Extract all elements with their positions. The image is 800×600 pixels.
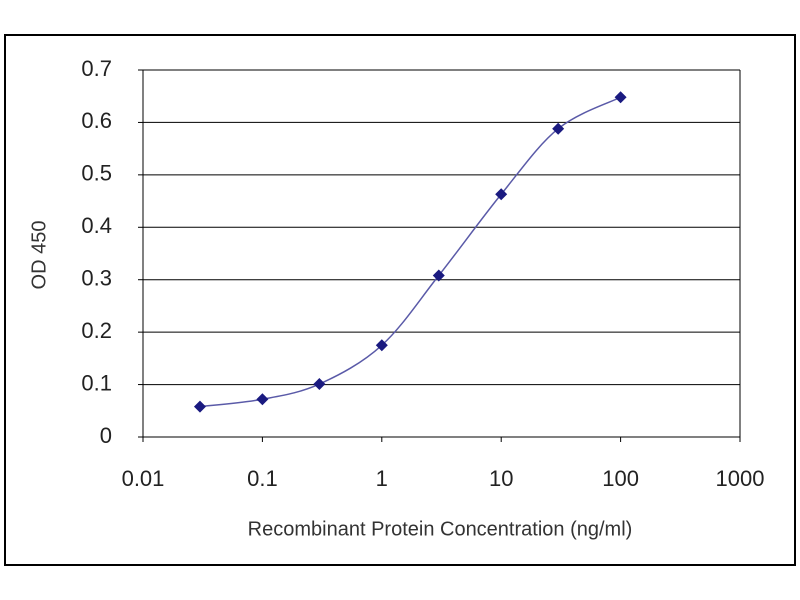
- y-tick-label: 0.7: [81, 56, 112, 81]
- data-point: [552, 122, 565, 135]
- data-point: [256, 393, 269, 406]
- data-point: [375, 339, 388, 352]
- data-point: [614, 91, 627, 104]
- frame: [4, 34, 796, 566]
- data-point: [495, 188, 508, 201]
- y-axis-title: OD 450: [28, 221, 50, 290]
- x-axis-title: Recombinant Protein Concentration (ng/ml…: [248, 518, 633, 540]
- x-tick-label: 0.1: [247, 466, 278, 491]
- x-tick-label: 1000: [716, 466, 765, 491]
- y-tick-label: 0.3: [81, 266, 112, 291]
- x-tick-label: 0.01: [122, 466, 165, 491]
- y-tick-label: 0.1: [81, 370, 112, 395]
- y-tick-label: 0: [100, 423, 112, 448]
- x-tick-label: 100: [602, 466, 639, 491]
- y-tick-label: 0.5: [81, 161, 112, 186]
- data-point: [193, 400, 206, 413]
- y-tick-label: 0.6: [81, 108, 112, 133]
- x-tick-label: 10: [489, 466, 513, 491]
- data-point: [432, 269, 445, 282]
- y-tick-label: 0.4: [81, 213, 112, 238]
- data-point: [313, 378, 326, 391]
- y-tick-label: 0.2: [81, 318, 112, 343]
- x-tick-label: 1: [376, 466, 388, 491]
- series-line: [199, 96, 621, 408]
